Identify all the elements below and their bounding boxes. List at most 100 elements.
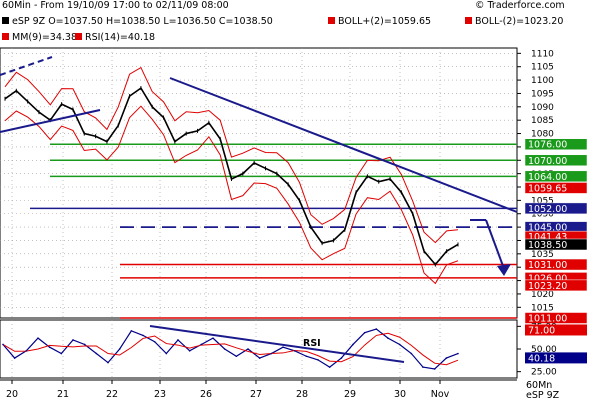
mm-line [2,332,459,366]
y-tick-label: 1095 [531,89,554,99]
rsi-point [317,359,319,361]
rsi-point [247,348,249,350]
level-tag-1031.00 [524,258,588,271]
y-tick-label: 1015 [531,303,554,313]
rsi-point [305,355,308,358]
bollinger-lower-band [4,105,459,285]
y-tick-label: 1110 [531,49,554,59]
level-tag-1011.00 [524,312,588,324]
rsi-line [2,328,459,370]
x-tick-label: Nov [431,389,450,400]
rsi-point [165,352,168,355]
y-tick-label: 1020 [531,290,554,300]
y-tick-label: 1055 [531,196,554,206]
rsi-point [270,352,273,355]
boll-lower-swatch-icon [465,17,472,24]
level-tag-1076.00 [524,138,588,150]
rsi-point [153,340,156,343]
quote-text: eSP 9Z O=1037.50 H=1038.50 L=1036.50 C=1… [12,16,273,27]
level-tag-label: 1031.00 [528,260,567,271]
rsi-y-tick-label: 50.00 [531,345,557,355]
rsi-text: RSI(14)=40.18 [85,32,156,43]
y-tick-label: 1105 [531,63,554,73]
footer-timeframe: 60Mn [526,380,552,391]
level-tag-1064.00 [524,170,588,183]
copyright-text: © Traderforce.com [475,0,565,11]
rsi-tag-label: 40.18 [528,353,555,364]
rsi-trendline [149,325,405,363]
trendline-downtrend [169,77,518,213]
x-tick-label: 20 [6,389,18,400]
rsi-point [212,337,214,339]
rsi-point [188,350,191,352]
rsi-point [282,346,284,348]
rsi-point [328,366,331,368]
x-tick-label: 22 [106,389,118,400]
legend-boll-upper: BOLL+(2)=1059.65 [328,16,431,27]
y-tick-label: 1100 [531,76,554,86]
rsi-point [293,350,296,352]
x-tick-label: 23 [154,389,166,400]
chart-header: 60Min - From 19/10/09 17:00 to 02/11/09 … [0,0,590,46]
level-tag-1059.65 [524,182,588,194]
x-tick-label: 29 [344,389,356,400]
rsi-point [375,328,378,330]
price-swatch-icon [2,17,9,24]
mm-text: MM(9)=34.38 [12,32,78,43]
legend-rsi: RSI(14)=40.18 [75,32,155,43]
rsi-point [118,348,121,350]
trendline-lower-left [0,109,101,133]
legend-boll-lower: BOLL-(2)=1023.20 [465,16,563,27]
rsi-point [95,352,98,355]
level-tag-label: 1026.00 [528,273,567,284]
level-tag-1023.20 [524,279,588,292]
x-tick-label: 26 [200,389,212,400]
legend-mm: MM(9)=34.38 [2,32,77,43]
level-tag-label: 1059.65 [528,183,567,194]
boll-lower-text: BOLL-(2)=1023.20 [475,16,564,27]
y-tick-label: 1085 [531,116,554,126]
level-tag-1070.00 [524,154,588,167]
rsi-point [107,361,109,364]
level-tag-label: 1064.00 [528,172,567,183]
rsi-tag-40.18 [525,352,587,364]
level-tag-label: 1038.50 [528,240,567,251]
rsi-point [25,350,28,352]
rsi-point [130,330,133,332]
level-tag-1038.50 [524,238,588,251]
legend-price: eSP 9Z O=1037.50 H=1038.50 L=1036.50 C=1… [2,16,273,27]
rsi-point [340,357,343,359]
rsi-point [422,366,424,368]
rsi-point [142,334,144,337]
boll-upper-swatch-icon [328,17,335,24]
y-tick-label: 1050 [531,210,554,220]
trendline-dashed-top [0,56,53,76]
rsi-point [410,352,413,355]
rsi-tag-71.00 [525,324,587,336]
rsi-point [200,343,203,346]
rsi-point [48,346,51,348]
y-tick-label: 1080 [531,130,554,140]
rsi-point [37,337,39,339]
level-tag-label: 1052.00 [528,204,567,215]
rsi-swatch-icon [75,33,82,40]
rsi-point [457,352,459,355]
y-tick-label: 1090 [531,103,554,113]
projection-arrow-shaft [485,219,504,267]
rsi-point [433,368,436,370]
x-tick-label: 27 [250,389,262,400]
level-tag-label: 1011.00 [528,314,567,325]
x-tick-label: 28 [296,389,308,400]
rsi-point [398,343,401,346]
level-tag-label: 1045.00 [528,223,567,234]
rsi-point [352,343,354,346]
rsi-annotation: RSI [303,338,321,349]
level-tag-1052.00 [524,202,588,215]
y-tick-label: 1035 [531,250,554,260]
level-tag-label: 1041.43 [528,232,567,243]
footer-symbol: eSP 9Z [526,390,560,400]
rsi-panel [0,319,518,379]
rsi-point [235,355,238,358]
rsi-point [177,339,179,341]
